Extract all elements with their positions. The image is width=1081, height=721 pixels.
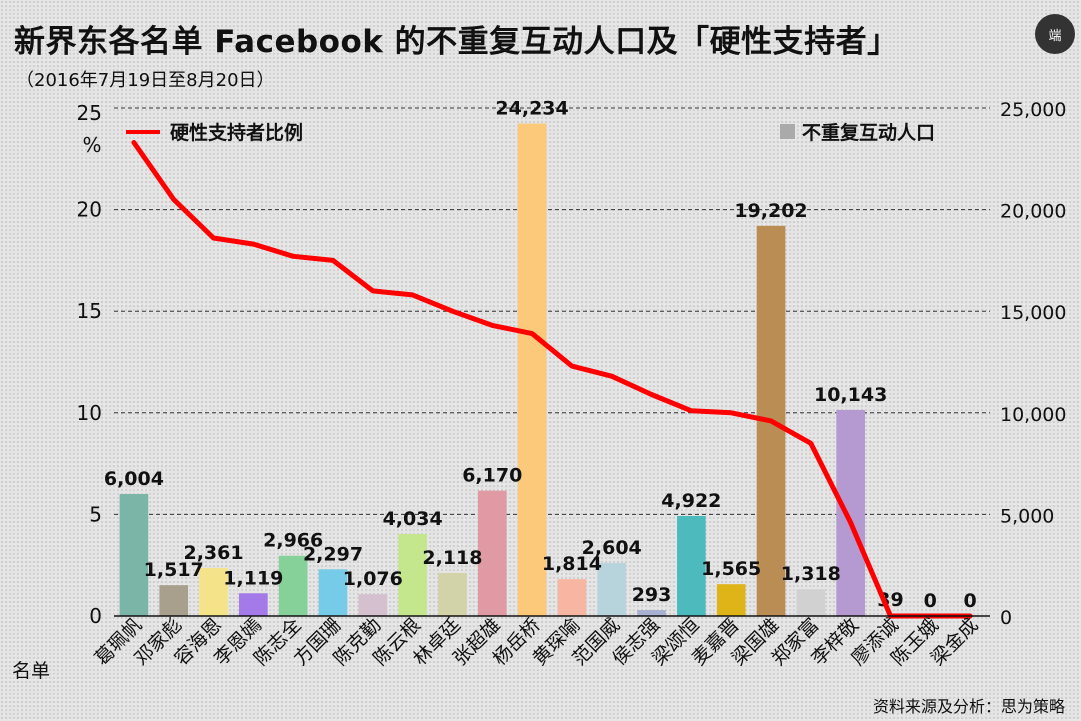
bar bbox=[199, 568, 228, 616]
right-tick-label: 25,000 bbox=[1000, 99, 1066, 121]
right-tick-label: 0 bbox=[1000, 607, 1012, 629]
bar-value-label: 1,076 bbox=[343, 568, 403, 590]
bar bbox=[438, 572, 467, 616]
bar-value-label: 19,202 bbox=[734, 200, 807, 222]
bar-value-label: 2,361 bbox=[183, 542, 243, 564]
left-tick-label: 10 bbox=[77, 401, 102, 425]
bar bbox=[318, 569, 348, 616]
left-tick-label: 5 bbox=[89, 502, 102, 526]
bars bbox=[119, 123, 905, 616]
bar bbox=[557, 579, 587, 616]
bar bbox=[358, 594, 388, 616]
logo-text: 端 bbox=[1048, 28, 1062, 44]
bar-value-label: 4,034 bbox=[383, 508, 443, 530]
chart-title: 新界东各名单 Facebook 的不重复互动人口及「硬性支持者」 bbox=[14, 24, 899, 60]
bar bbox=[477, 490, 507, 616]
left-tick-label: 20 bbox=[77, 198, 102, 222]
left-tick-label: 0 bbox=[89, 604, 102, 628]
line-legend: 硬性支持者比例 bbox=[126, 121, 303, 144]
x-axis: 名单 葛珮帆邓家彪容海恩李恩嫣陈志全方国珊陈克勤陈云根林卓廷张超雄杨岳桥黄琛喻范… bbox=[12, 614, 990, 682]
bar-value-label: 6,004 bbox=[104, 468, 164, 490]
bar bbox=[677, 515, 706, 616]
bar-value-label: 1,119 bbox=[223, 567, 283, 589]
right-tick-label: 10,000 bbox=[1000, 404, 1066, 426]
bar bbox=[716, 584, 746, 616]
bar-value-label: 293 bbox=[632, 584, 672, 606]
left-axis: % 0 5 10 15 20 25 bbox=[77, 101, 102, 628]
bar-value-label: 2,604 bbox=[582, 537, 642, 559]
x-axis-label: 名单 bbox=[12, 660, 50, 682]
bar bbox=[597, 563, 627, 616]
bar-value-label: 24,234 bbox=[495, 98, 568, 120]
ratio-line-path bbox=[131, 140, 973, 619]
bar bbox=[159, 585, 189, 616]
bar-value-label: 2,118 bbox=[422, 547, 482, 569]
bar-value-label: 1,814 bbox=[542, 553, 602, 575]
bar-value-label: 4,922 bbox=[661, 490, 721, 512]
bar-value-label: 2,966 bbox=[263, 530, 323, 552]
bar-value-label: 6,170 bbox=[462, 465, 522, 487]
right-tick-label: 15,000 bbox=[1000, 302, 1066, 324]
bar-value-label: 10,143 bbox=[814, 384, 887, 406]
left-tick-label: 25 bbox=[77, 101, 102, 125]
bar-legend-swatch bbox=[780, 124, 795, 139]
line-legend-label: 硬性支持者比例 bbox=[170, 121, 303, 144]
bar bbox=[398, 534, 427, 616]
bar bbox=[239, 593, 268, 616]
ratio-line bbox=[131, 140, 973, 619]
logo: 端 bbox=[1035, 14, 1075, 54]
bar bbox=[796, 589, 826, 616]
bar bbox=[517, 123, 547, 616]
right-axis: 0 5,000 10,000 15,000 20,000 25,000 bbox=[1000, 99, 1066, 629]
bar-value-label: 1,318 bbox=[781, 563, 841, 585]
chart-subtitle: （2016年7月19日至8月20日） bbox=[16, 70, 275, 91]
right-tick-label: 20,000 bbox=[1000, 201, 1066, 223]
left-axis-unit: % bbox=[82, 133, 101, 157]
bar-value-label: 0 bbox=[963, 590, 976, 612]
bar bbox=[637, 610, 666, 616]
bar bbox=[836, 409, 865, 616]
bar-legend-label: 不重复互动人口 bbox=[802, 121, 935, 144]
bar bbox=[278, 555, 308, 616]
bar-legend: 不重复互动人口 bbox=[780, 121, 935, 144]
right-tick-label: 5,000 bbox=[1000, 505, 1054, 527]
bar-value-label: 0 bbox=[924, 590, 937, 612]
left-tick-label: 15 bbox=[77, 299, 102, 323]
bar bbox=[119, 493, 149, 616]
source-note: 资料来源及分析：思为策略 bbox=[872, 697, 1065, 716]
bar-value-label: 2,297 bbox=[303, 543, 363, 565]
bar-value-label: 1,517 bbox=[144, 559, 204, 581]
bar-value-label: 1,565 bbox=[701, 558, 761, 580]
